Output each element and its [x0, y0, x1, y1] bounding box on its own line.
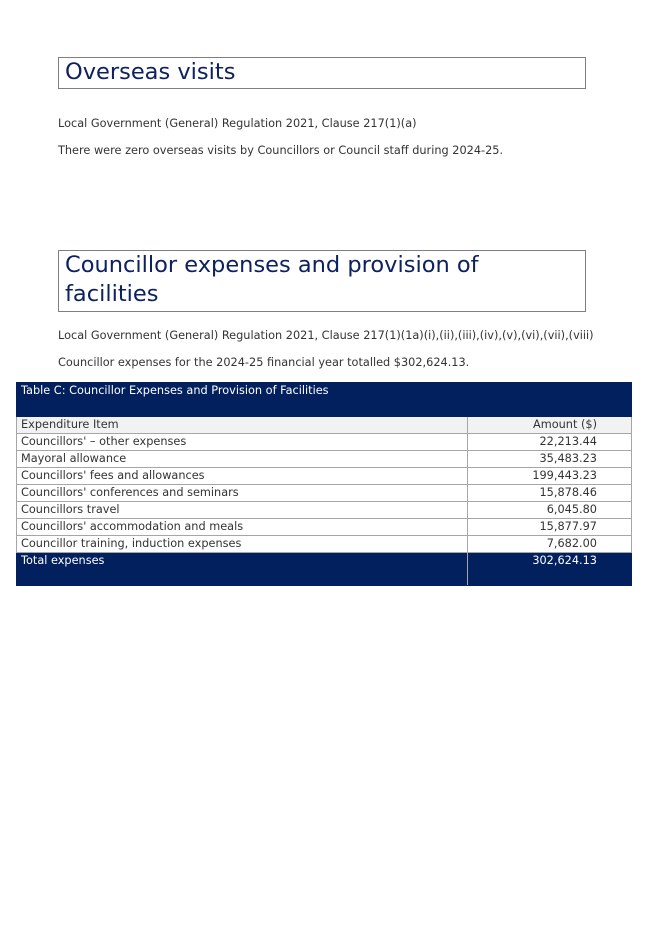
overseas-clause: Local Government (General) Regulation 20…	[58, 117, 417, 130]
header-amount: Amount ($)	[467, 416, 632, 434]
expenses-clause: Local Government (General) Regulation 20…	[58, 329, 594, 342]
table-row: Councillors travel 6,045.80	[16, 501, 632, 519]
header-item: Expenditure Item	[16, 416, 468, 434]
total-row: Total expenses 302,624.13	[16, 552, 632, 586]
amount: 15,877.97	[467, 518, 632, 536]
amount: 22,213.44	[467, 433, 632, 451]
table-row: Councillors' – other expenses 22,213.44	[16, 433, 632, 451]
table-row: Mayoral allowance 35,483.23	[16, 450, 632, 468]
item: Councillors' accommodation and meals	[16, 518, 468, 536]
table-title-row: Table C: Councillor Expenses and Provisi…	[16, 382, 632, 417]
total-amount: 302,624.13	[467, 552, 632, 586]
table-header-row: Expenditure Item Amount ($)	[16, 416, 632, 434]
item: Councillors' – other expenses	[16, 433, 468, 451]
item: Councillors' conferences and seminars	[16, 484, 468, 502]
expenses-statement: Councillor expenses for the 2024-25 fina…	[58, 356, 470, 369]
item: Councillors travel	[16, 501, 468, 519]
amount: 15,878.46	[467, 484, 632, 502]
amount: 6,045.80	[467, 501, 632, 519]
table-title: Table C: Councillor Expenses and Provisi…	[16, 382, 632, 417]
table-row: Councillor training, induction expenses 7…	[16, 535, 632, 553]
item: Councillors' fees and allowances	[16, 467, 468, 485]
table-row: Councillors' fees and allowances 199,443.…	[16, 467, 632, 485]
amount: 199,443.23	[467, 467, 632, 485]
expenses-table: Table C: Councillor Expenses and Provisi…	[16, 382, 632, 586]
amount: 35,483.23	[467, 450, 632, 468]
table-row: Councillors' accommodation and meals 15,8…	[16, 518, 632, 536]
item: Mayoral allowance	[16, 450, 468, 468]
total-label: Total expenses	[16, 552, 468, 586]
table-row: Councillors' conferences and seminars 15,…	[16, 484, 632, 502]
item: Councillor training, induction expenses	[16, 535, 468, 553]
section-heading-expenses: Councillor expenses and provision of fac…	[58, 250, 586, 312]
amount: 7,682.00	[467, 535, 632, 553]
section-heading-overseas: Overseas visits	[58, 57, 586, 89]
overseas-statement: There were zero overseas visits by Counc…	[58, 144, 504, 157]
